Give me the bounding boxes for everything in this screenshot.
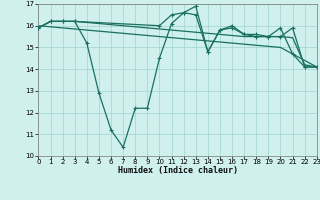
X-axis label: Humidex (Indice chaleur): Humidex (Indice chaleur)	[118, 166, 238, 175]
